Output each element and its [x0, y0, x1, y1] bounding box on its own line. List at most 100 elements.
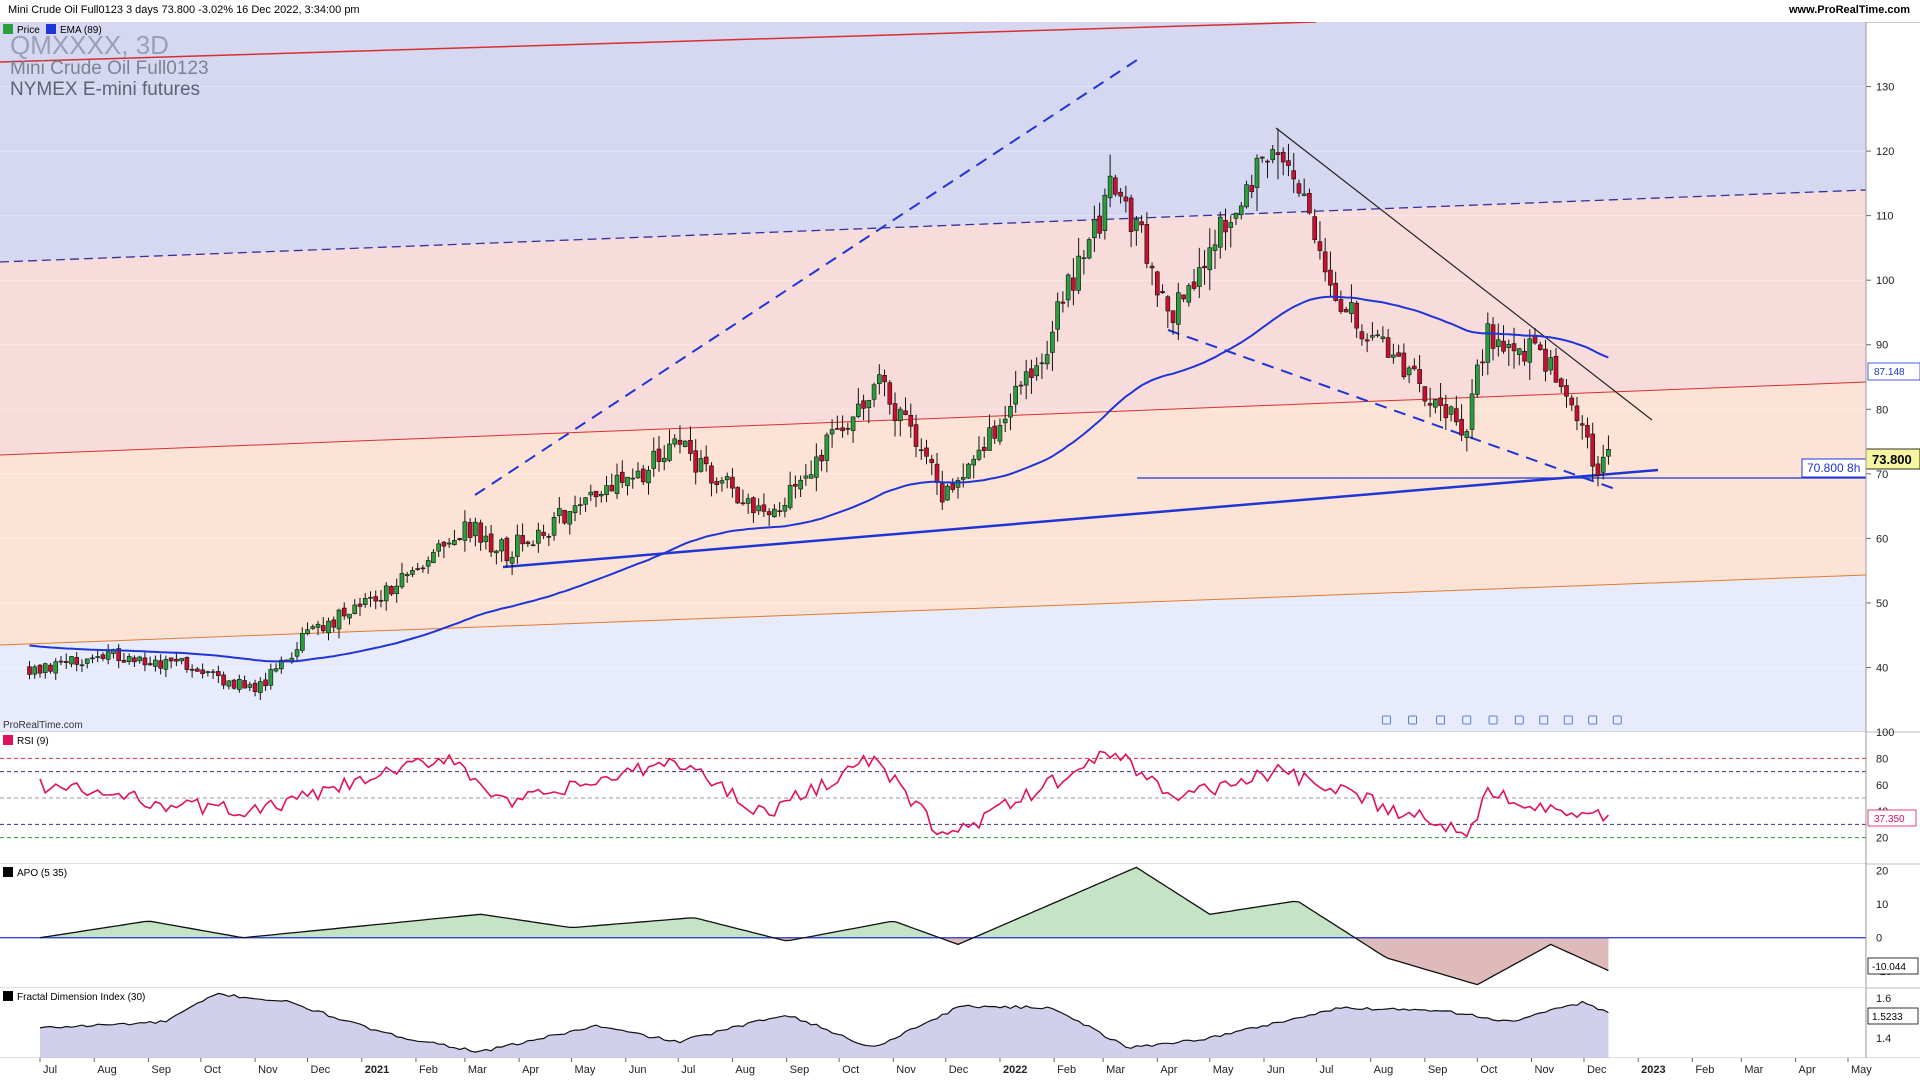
candle-body: [541, 531, 546, 536]
candle-body: [310, 626, 316, 629]
event-icons[interactable]: [1381, 715, 1622, 725]
time-tick-label: Mar: [1106, 1064, 1125, 1076]
candle-body: [950, 483, 956, 490]
candle-body: [1023, 371, 1029, 386]
time-tick-label: Oct: [842, 1064, 859, 1076]
candle-body: [1553, 355, 1559, 383]
ema-value-label: 87.148: [1874, 367, 1905, 378]
candle-body: [415, 568, 420, 570]
candle-body: [1412, 365, 1417, 370]
time-tick-label: Dec: [311, 1064, 331, 1076]
candle-body: [294, 649, 300, 657]
candle-body: [1155, 271, 1160, 296]
candle-body: [105, 651, 111, 660]
candle-body: [1202, 265, 1207, 269]
candle-body: [1301, 193, 1307, 197]
candle-body: [1296, 183, 1302, 194]
candle-body: [1459, 418, 1464, 436]
time-tick-label: May: [575, 1064, 596, 1076]
candle-body: [1170, 310, 1176, 323]
upper-channel-band: [0, 22, 1866, 262]
candle-body: [1574, 405, 1580, 422]
candle-body: [1543, 348, 1548, 372]
calendar-event-icon[interactable]: [1612, 715, 1622, 725]
candle-body: [578, 504, 583, 506]
calendar-event-icon[interactable]: [1462, 715, 1472, 725]
calendar-event-icon[interactable]: [1563, 715, 1573, 725]
candle-body: [630, 477, 636, 480]
candle-body: [751, 497, 756, 514]
candle-body: [1385, 337, 1391, 358]
candle-body: [1254, 157, 1260, 188]
candle-body: [693, 450, 699, 473]
candle-body: [137, 656, 142, 662]
candle-body: [1354, 302, 1359, 329]
candle-body: [593, 490, 599, 498]
candle-body: [326, 620, 331, 634]
calendar-event-icon[interactable]: [1488, 715, 1498, 725]
candle-body: [1165, 296, 1171, 312]
candle-body: [153, 659, 158, 667]
calendar-event-icon[interactable]: [1381, 715, 1391, 725]
candle-body: [189, 668, 195, 671]
candle-body: [90, 657, 95, 660]
candle-body: [515, 534, 520, 557]
candle-body: [100, 654, 106, 659]
candle-body: [1044, 354, 1050, 365]
candle-body: [84, 658, 90, 664]
candle-body: [724, 476, 730, 481]
candle-body: [452, 540, 457, 545]
candle-body: [808, 474, 814, 479]
candle-body: [32, 666, 38, 675]
candle-body: [698, 458, 704, 472]
apo-value-label: -10.044: [1872, 962, 1906, 973]
candle-body: [520, 535, 525, 545]
candle-body: [410, 570, 415, 575]
candle-body: [1228, 222, 1234, 228]
candle-body: [1097, 215, 1102, 234]
candle-body: [1223, 219, 1228, 233]
candle-body: [69, 656, 74, 665]
candle-body: [866, 399, 872, 409]
calendar-event-icon[interactable]: [1539, 715, 1549, 725]
candle-body: [761, 504, 767, 512]
candle-body: [504, 537, 510, 562]
time-tick-label: Mar: [1744, 1064, 1763, 1076]
candle-body: [1448, 406, 1454, 415]
candle-body: [37, 664, 43, 674]
candle-body: [1065, 274, 1071, 301]
candle-body: [1008, 405, 1013, 418]
candle-body: [1427, 403, 1433, 406]
price-tick-label: 80: [1876, 404, 1888, 416]
time-tick-label: Aug: [735, 1064, 755, 1076]
site-name[interactable]: www.ProRealTime.com: [1788, 4, 1910, 16]
candle-body: [1134, 218, 1139, 231]
price-tick-label: 70: [1876, 469, 1888, 481]
calendar-event-icon[interactable]: [1436, 715, 1445, 725]
candle-body: [1485, 323, 1491, 363]
lower-channel-band: [0, 382, 1866, 645]
apo-panel: [0, 864, 1866, 988]
calendar-event-icon[interactable]: [1588, 715, 1598, 725]
chart-canvas[interactable]: Price EMA (89) QMXXXX, 3D Mini Crude Oil…: [0, 22, 1920, 1080]
time-tick-label: Apr: [1799, 1064, 1816, 1076]
candle-body: [58, 660, 64, 663]
rsi-axis: 10080604020: [1876, 727, 1894, 845]
candle-body: [1595, 463, 1601, 476]
prorealtime-watermark: ProRealTime.com: [3, 720, 83, 731]
candle-body: [142, 657, 148, 666]
candle-body: [1212, 244, 1218, 251]
candle-body: [1060, 301, 1066, 304]
candle-body: [997, 424, 1003, 442]
candle-body: [772, 508, 777, 517]
candle-body: [1433, 399, 1438, 408]
candle-body: [147, 663, 153, 666]
apo-legend-swatch: [3, 867, 13, 877]
time-tick-label: Jul: [1319, 1064, 1333, 1076]
candle-body: [247, 684, 253, 688]
candle-body: [79, 664, 85, 667]
calendar-event-icon[interactable]: [1514, 715, 1524, 725]
candle-body: [829, 429, 835, 435]
candle-body: [431, 551, 436, 564]
calendar-event-icon[interactable]: [1408, 715, 1418, 725]
